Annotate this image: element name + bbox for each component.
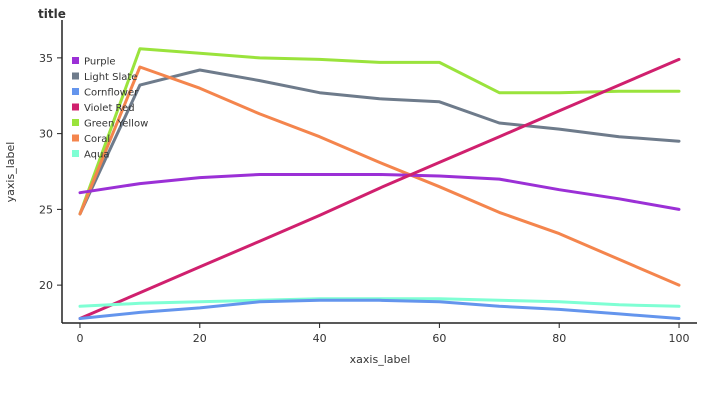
x-tick-label: 40 [313,332,327,345]
legend: Purple Light Slate Cornflower Violet Red Gre… [72,57,148,161]
legend-swatch-coral [72,134,79,142]
series-line-light-slate [78,68,681,216]
legend-label-light-slate: Light Slate [84,72,137,83]
legend-swatch-violet-red [72,103,79,111]
y-tick-label: 35 [39,52,53,65]
series-line-green-yellow [78,47,681,216]
x-tick-label: 60 [432,332,446,345]
x-tick-label: 80 [552,332,566,345]
y-tick-label: 20 [39,279,53,292]
series-line-violet-red [78,57,681,320]
ticks-layer: 0 20 40 60 80 100 20 25 30 35 [39,52,690,345]
legend-label-violet-red: Violet Red [84,103,135,114]
legend-swatch-green-yellow [72,119,79,126]
series-line-purple [78,173,681,211]
series-line-cornflower [78,298,681,320]
series-layer [78,47,681,320]
legend-swatch-aqua [72,150,79,157]
legend-label-purple: Purple [84,57,116,68]
x-tick-label: 20 [193,332,207,345]
legend-label-green-yellow: Green Yellow [84,119,148,130]
y-tick-label: 30 [39,128,53,141]
legend-swatch-cornflower [72,88,79,95]
x-tick-label: 0 [76,332,83,345]
legend-label-cornflower: Cornflower [84,88,139,99]
legend-swatch-purple [72,57,79,64]
x-axis-title: xaxis_label [350,353,411,366]
legend-swatch-light-slate [72,72,79,80]
legend-label-aqua: Aqua [84,150,109,161]
y-tick-label: 25 [39,203,53,216]
chart-title: title [38,7,66,21]
legend-label-coral: Coral [84,134,110,145]
x-tick-label: 100 [669,332,690,345]
y-axis-title: yaxis_label [4,142,17,203]
series-line-coral [78,65,681,287]
